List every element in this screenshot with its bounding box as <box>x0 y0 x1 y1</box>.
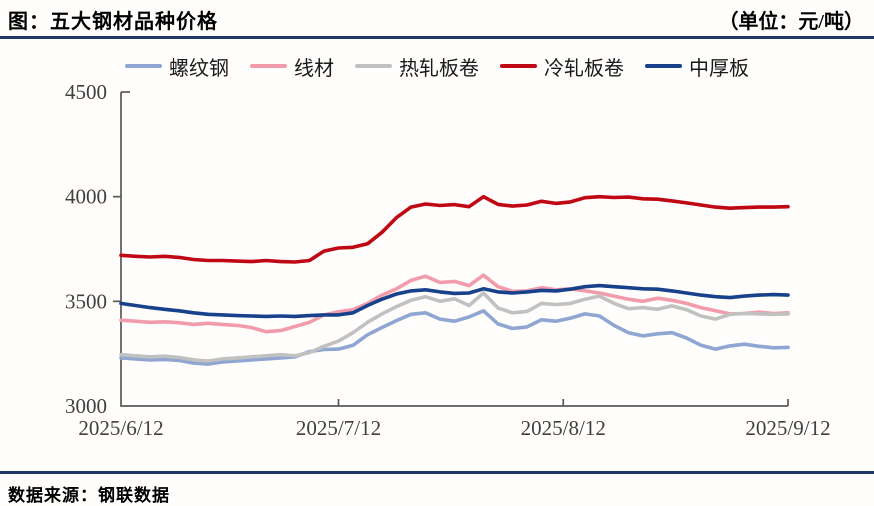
series-line-hot-rolled-coil <box>119 291 790 363</box>
chart-header: 图：五大钢材品种价格 （单位：元/吨） <box>0 0 874 39</box>
legend-line-swatch <box>500 63 537 69</box>
series-line-medium-plate <box>119 283 790 319</box>
unit-label: （单位：元/吨） <box>718 11 864 33</box>
chart-area: 3000 3500 4000 4500 2025/6/12 2025/7/12 2025/8… <box>0 80 874 456</box>
legend-line-swatch <box>355 63 392 69</box>
legend-label: 线材 <box>294 57 334 80</box>
chart-legend: 螺纹钢 线材 热轧板卷 冷轧板卷 中厚板 <box>0 52 874 81</box>
x-tick-label: 2025/8/12 <box>521 416 606 440</box>
legend-label: 中厚板 <box>689 57 749 80</box>
price-line-chart: 3000 3500 4000 4500 2025/6/12 2025/7/12 2025/8… <box>65 80 831 440</box>
data-source: 数据来源：钢联数据 <box>8 486 170 505</box>
y-tick-label: 3500 <box>65 289 107 313</box>
y-tick-label: 4000 <box>65 185 107 209</box>
legend-label: 冷轧板卷 <box>544 57 624 80</box>
x-tick-label: 2025/9/12 <box>745 416 830 440</box>
page-title: 图：五大钢材品种价格 <box>8 11 218 33</box>
x-tick-label: 2025/6/12 <box>78 416 163 440</box>
legend-item-hot-rolled-coil: 热轧板卷 <box>355 52 479 81</box>
legend-line-swatch <box>125 63 162 69</box>
series-line-wire-rod <box>119 273 790 334</box>
legend-item-medium-plate: 中厚板 <box>645 52 749 81</box>
footer-divider <box>0 471 874 474</box>
legend-item-cold-rolled-coil: 冷轧板卷 <box>500 52 624 81</box>
series-line-rebar <box>119 309 790 366</box>
legend-line-swatch <box>250 63 287 69</box>
legend-label: 螺纹钢 <box>169 57 229 80</box>
x-tick-label: 2025/7/12 <box>296 416 381 440</box>
series-line-cold-rolled-coil <box>119 194 790 264</box>
legend-item-rebar: 螺纹钢 <box>125 52 229 81</box>
y-tick-label: 3000 <box>65 394 107 418</box>
y-tick-label: 4500 <box>65 81 107 104</box>
legend-label: 热轧板卷 <box>399 57 479 80</box>
legend-item-wire-rod: 线材 <box>250 52 334 81</box>
legend-line-swatch <box>645 63 682 69</box>
